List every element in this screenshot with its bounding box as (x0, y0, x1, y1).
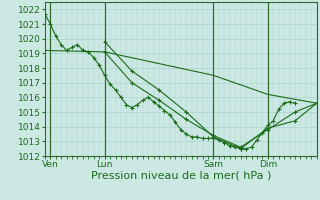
X-axis label: Pression niveau de la mer( hPa ): Pression niveau de la mer( hPa ) (91, 171, 271, 181)
